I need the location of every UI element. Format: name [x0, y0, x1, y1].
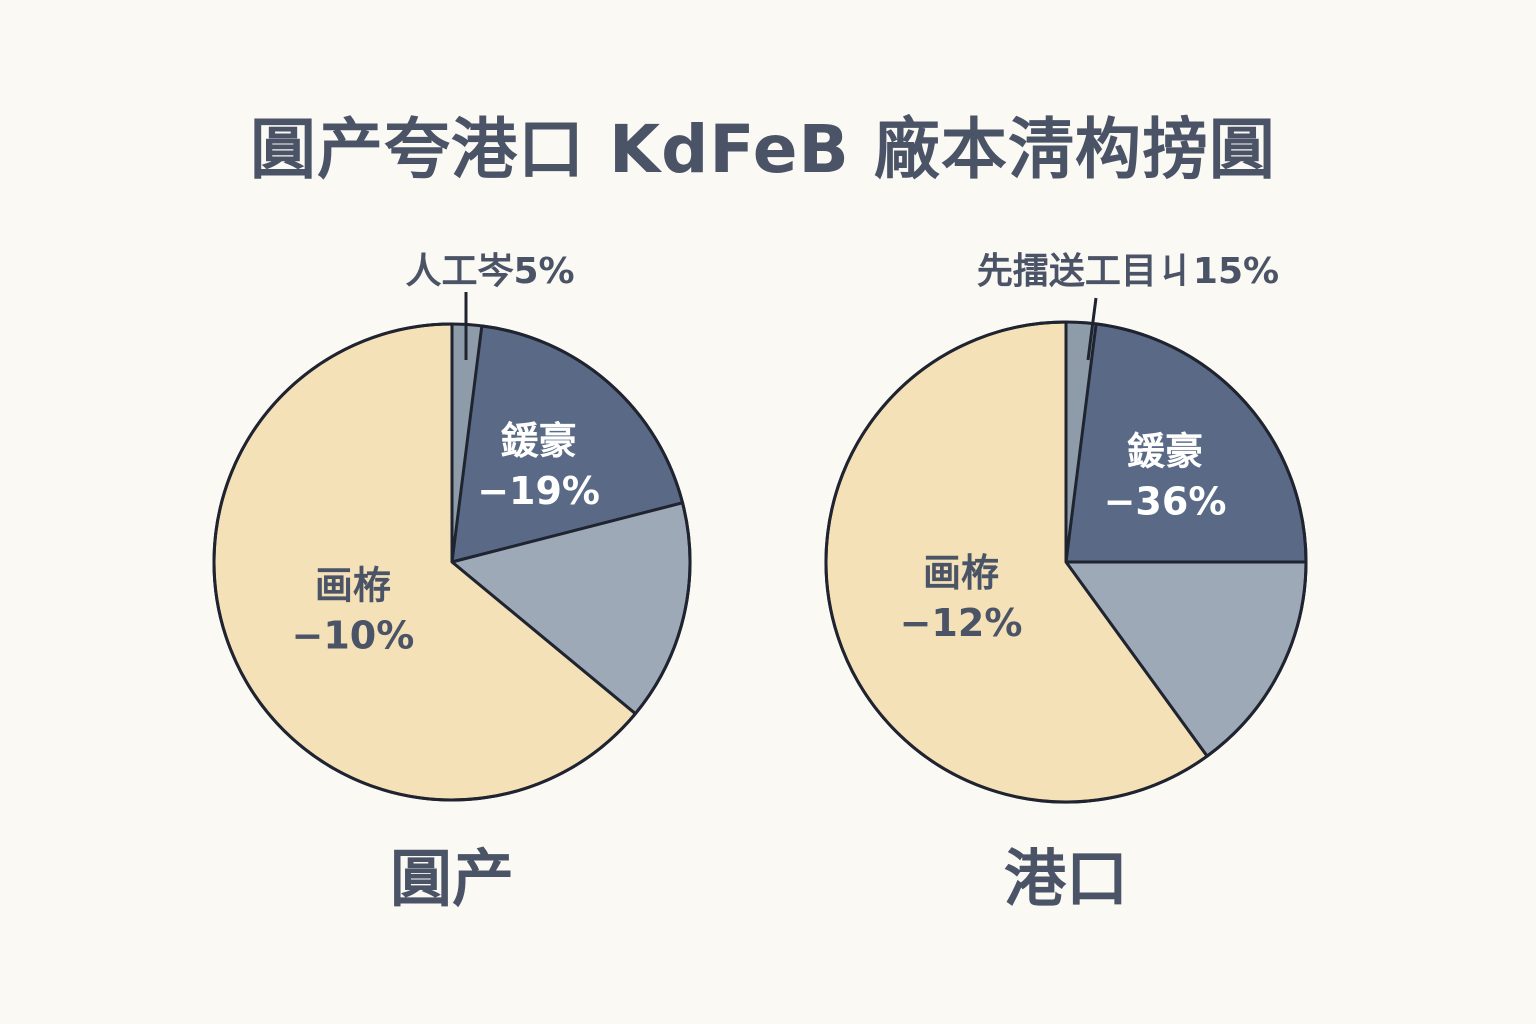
pie-domestic-outline — [212, 322, 692, 802]
pie-import-callout-leader — [1086, 297, 1098, 361]
pie-import-caption: 港口 — [1004, 842, 1128, 915]
pie-import-slice-3-label: 画栫 — [923, 551, 999, 595]
pie-domestic-slice-1-label: 鍰豪 — [501, 419, 577, 463]
pie-import-slice-1-label: 鍰豪 — [1127, 430, 1203, 474]
pie-import-slice-1-value: −36% — [1104, 480, 1227, 524]
pie-domestic-slice-3-label: 画栫 — [315, 564, 391, 608]
pie-import-callout-label: 先擂送工目ㄐ15% — [977, 251, 1279, 292]
pie-domestic-slice-3-value: −10% — [292, 614, 415, 658]
pie-import-slice-3-value: −12% — [900, 601, 1023, 645]
pie-import: 鍰豪 −36% 画栫 −12% 先擂送工目ㄐ15% 港口 — [824, 251, 1308, 915]
chart-title: 圓产夸港口 KdFeB 廠本淸构搒圓 — [250, 111, 1276, 188]
pie-domestic-slice-1-value: −19% — [477, 469, 600, 513]
pie-domestic: 鍰豪 −19% 画栫 −10% 人工岑5% 圓产 — [212, 251, 692, 915]
pie-domestic-callout-label: 人工岑5% — [405, 251, 574, 292]
pie-domestic-caption: 圓产 — [390, 842, 514, 915]
pie-import-outline — [824, 320, 1308, 804]
